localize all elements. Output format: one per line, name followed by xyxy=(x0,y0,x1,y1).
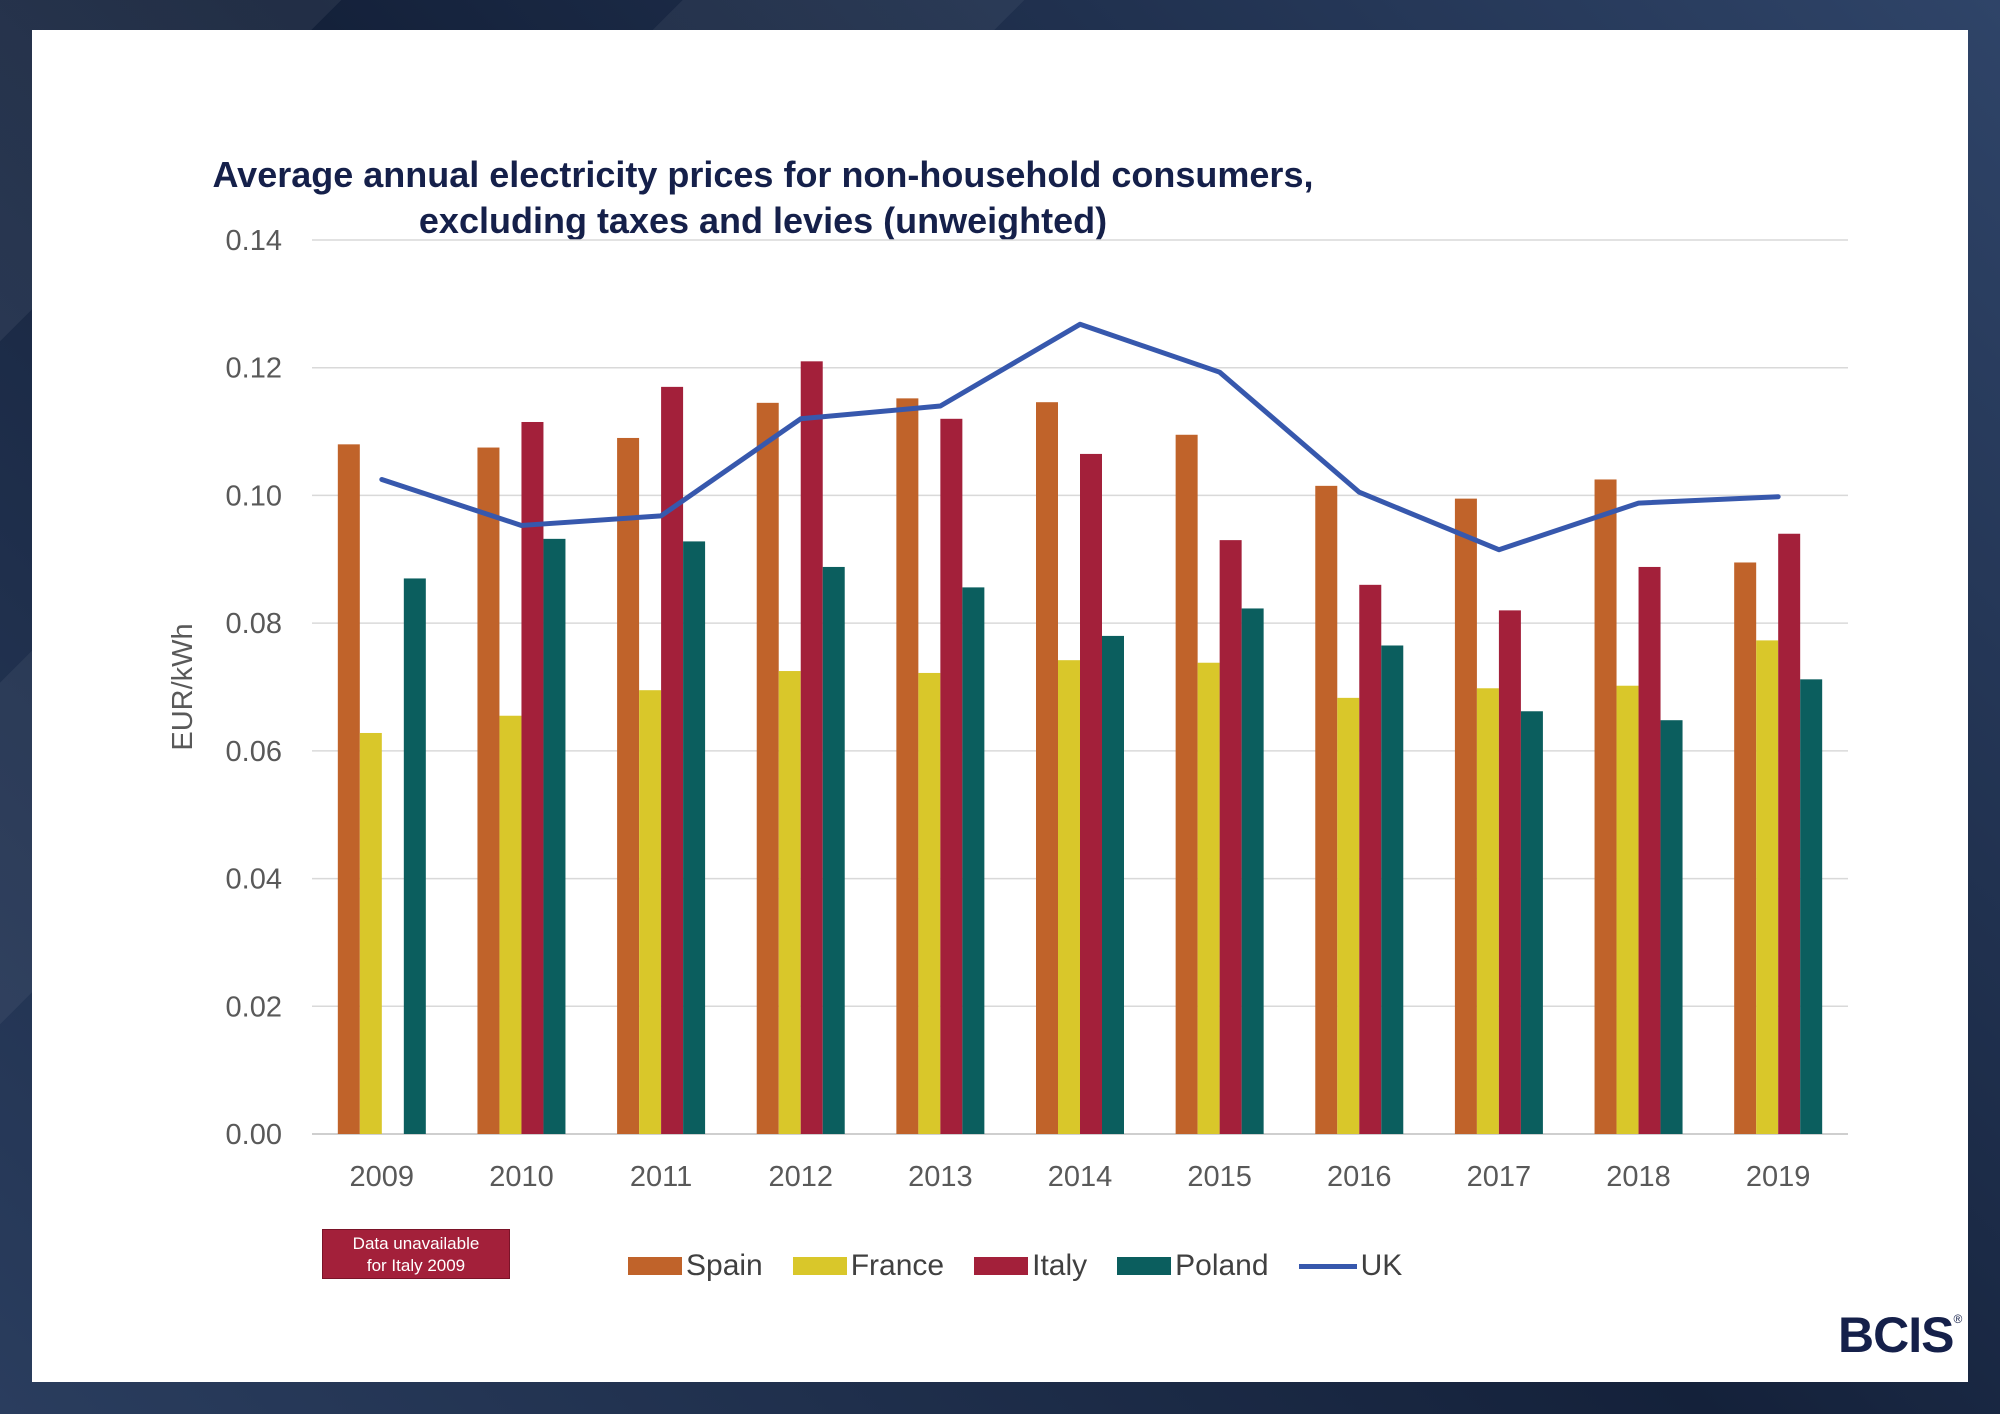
bar-spain xyxy=(1734,562,1757,1134)
registered-mark: ® xyxy=(1953,1312,1962,1326)
bar-spain xyxy=(1315,485,1338,1135)
bar-spain xyxy=(1594,479,1617,1134)
legend-label-spain: Spain xyxy=(686,1249,763,1282)
y-tick-label: 0.02 xyxy=(226,991,282,1023)
bar-poland xyxy=(962,587,985,1134)
bar-poland xyxy=(403,578,426,1134)
bar-france xyxy=(1476,688,1499,1134)
bar-france xyxy=(1058,660,1080,1134)
y-tick-label: 0.06 xyxy=(226,736,282,768)
bar-italy xyxy=(800,361,823,1134)
bar-poland xyxy=(1660,720,1683,1134)
bar-poland xyxy=(683,541,706,1134)
y-tick-label: 0.12 xyxy=(226,353,282,385)
bar-poland xyxy=(1102,635,1124,1134)
legend-item-spain: Spain xyxy=(628,1249,763,1283)
bar-france xyxy=(1337,697,1360,1134)
chart-title: Average annual electricity prices for no… xyxy=(32,152,1494,244)
bar-italy xyxy=(1080,453,1102,1135)
x-tick-label: 2019 xyxy=(1746,1161,1811,1193)
legend-label-italy: Italy xyxy=(1032,1249,1088,1282)
bcis-logo: BCIS® xyxy=(1838,1306,1962,1364)
logo-text: BCIS xyxy=(1838,1307,1954,1363)
bar-france xyxy=(918,672,941,1134)
bar-france xyxy=(499,715,522,1134)
bar-spain xyxy=(477,447,500,1134)
bar-france xyxy=(1616,685,1639,1134)
y-tick-label: 0.08 xyxy=(226,608,282,640)
chart-title-line2: excluding taxes and levies (unweighted) xyxy=(418,200,1108,241)
x-tick-label: 2016 xyxy=(1327,1161,1392,1193)
annotation-line1: Data unavailable xyxy=(352,1234,480,1253)
line-uk xyxy=(379,321,1781,553)
bar-italy xyxy=(1219,540,1242,1134)
x-tick-label: 2015 xyxy=(1187,1161,1252,1193)
bar-poland xyxy=(1241,608,1264,1134)
x-tick-label: 2009 xyxy=(350,1161,415,1193)
y-tick-label: 0.14 xyxy=(226,225,282,257)
chart-title-line1: Average annual electricity prices for no… xyxy=(212,154,1314,195)
legend-label-uk: UK xyxy=(1360,1249,1403,1282)
bar-italy xyxy=(521,421,544,1134)
bar-spain xyxy=(756,402,779,1135)
bar-poland xyxy=(822,566,845,1134)
bar-spain xyxy=(1175,434,1198,1134)
bar-poland xyxy=(1800,679,1823,1134)
bar-italy xyxy=(1638,566,1661,1134)
annotation-note: Data unavailable for Italy 2009 xyxy=(322,1229,510,1279)
legend-swatch-uk xyxy=(1298,1263,1357,1269)
legend-swatch-poland xyxy=(1117,1257,1172,1275)
chart-card: Average annual electricity prices for no… xyxy=(32,30,1968,1382)
x-tick-label: 2012 xyxy=(768,1161,833,1193)
bar-poland xyxy=(1381,645,1404,1134)
bar-italy xyxy=(661,386,684,1134)
x-tick-label: 2018 xyxy=(1606,1161,1671,1193)
bar-france xyxy=(1197,662,1220,1134)
legend-label-france: France xyxy=(850,1249,945,1282)
bar-spain xyxy=(1036,402,1058,1134)
legend-item-uk: UK xyxy=(1298,1249,1403,1283)
legend-swatch-france xyxy=(792,1257,847,1275)
y-axis-label: EUR/kWh xyxy=(167,623,199,750)
bar-italy xyxy=(1778,533,1801,1134)
legend-item-italy: Italy xyxy=(974,1249,1087,1283)
y-tick-label: 0.00 xyxy=(226,1119,282,1151)
x-tick-label: 2013 xyxy=(908,1161,973,1193)
chart-svg: 0.00 0.02 0.04 0.06 0.08 0.10 0.12 0.14 EUR/kWh 2… xyxy=(167,225,1848,1193)
bar-italy xyxy=(1498,610,1521,1134)
y-tick-label: 0.10 xyxy=(226,480,282,512)
x-tick-label: 2014 xyxy=(1048,1161,1113,1193)
legend-swatch-spain xyxy=(628,1257,682,1275)
annotation-line2: for Italy 2009 xyxy=(366,1256,466,1275)
legend: Spain France Italy Poland UK xyxy=(628,1246,1432,1286)
bar-france xyxy=(1756,640,1779,1134)
y-tick-label: 0.04 xyxy=(226,864,282,896)
bar-spain xyxy=(896,398,919,1134)
bar-spain xyxy=(617,437,640,1134)
bar-poland xyxy=(543,538,566,1134)
bar-france xyxy=(639,690,662,1134)
bar-italy xyxy=(1359,584,1382,1134)
legend-item-france: France xyxy=(792,1249,945,1283)
legend-label-poland: Poland xyxy=(1175,1249,1269,1282)
bar-spain xyxy=(337,444,360,1134)
bar-italy xyxy=(940,418,963,1134)
x-tick-label: 2017 xyxy=(1467,1161,1532,1193)
legend-item-poland: Poland xyxy=(1117,1249,1269,1283)
bar-poland xyxy=(1520,711,1543,1134)
bar-spain xyxy=(1454,498,1477,1134)
bar-france xyxy=(778,671,801,1134)
x-tick-label: 2011 xyxy=(630,1161,692,1193)
bar-france xyxy=(359,732,382,1134)
x-tick-label: 2010 xyxy=(489,1161,554,1193)
legend-swatch-italy xyxy=(974,1257,1029,1275)
